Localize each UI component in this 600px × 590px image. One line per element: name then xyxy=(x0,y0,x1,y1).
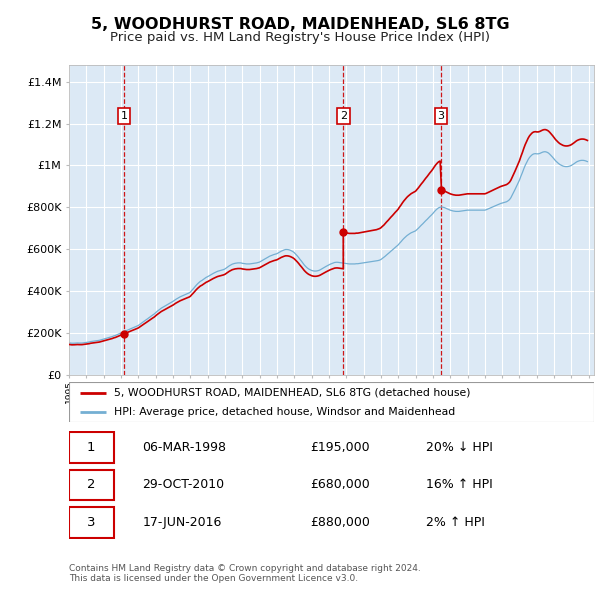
Text: Price paid vs. HM Land Registry's House Price Index (HPI): Price paid vs. HM Land Registry's House … xyxy=(110,31,490,44)
Text: HPI: Average price, detached house, Windsor and Maidenhead: HPI: Average price, detached house, Wind… xyxy=(113,407,455,417)
Text: £680,000: £680,000 xyxy=(311,478,370,491)
Text: 1: 1 xyxy=(121,111,128,121)
Text: 29-OCT-2010: 29-OCT-2010 xyxy=(143,478,224,491)
Text: Contains HM Land Registry data © Crown copyright and database right 2024.
This d: Contains HM Land Registry data © Crown c… xyxy=(69,563,421,583)
Text: 2: 2 xyxy=(340,111,347,121)
Text: £195,000: £195,000 xyxy=(311,441,370,454)
Text: 5, WOODHURST ROAD, MAIDENHEAD, SL6 8TG: 5, WOODHURST ROAD, MAIDENHEAD, SL6 8TG xyxy=(91,17,509,31)
Text: 20% ↓ HPI: 20% ↓ HPI xyxy=(426,441,493,454)
Bar xyxy=(69,507,113,537)
Text: 1: 1 xyxy=(87,441,95,454)
Text: 2% ↑ HPI: 2% ↑ HPI xyxy=(426,516,485,529)
Text: 3: 3 xyxy=(87,516,95,529)
Bar xyxy=(69,470,113,500)
Bar xyxy=(69,432,113,463)
Text: 3: 3 xyxy=(437,111,445,121)
Text: 06-MAR-1998: 06-MAR-1998 xyxy=(143,441,227,454)
Text: 2: 2 xyxy=(87,478,95,491)
Text: 5, WOODHURST ROAD, MAIDENHEAD, SL6 8TG (detached house): 5, WOODHURST ROAD, MAIDENHEAD, SL6 8TG (… xyxy=(113,388,470,398)
Text: £880,000: £880,000 xyxy=(311,516,370,529)
Text: 17-JUN-2016: 17-JUN-2016 xyxy=(143,516,222,529)
Text: 16% ↑ HPI: 16% ↑ HPI xyxy=(426,478,493,491)
